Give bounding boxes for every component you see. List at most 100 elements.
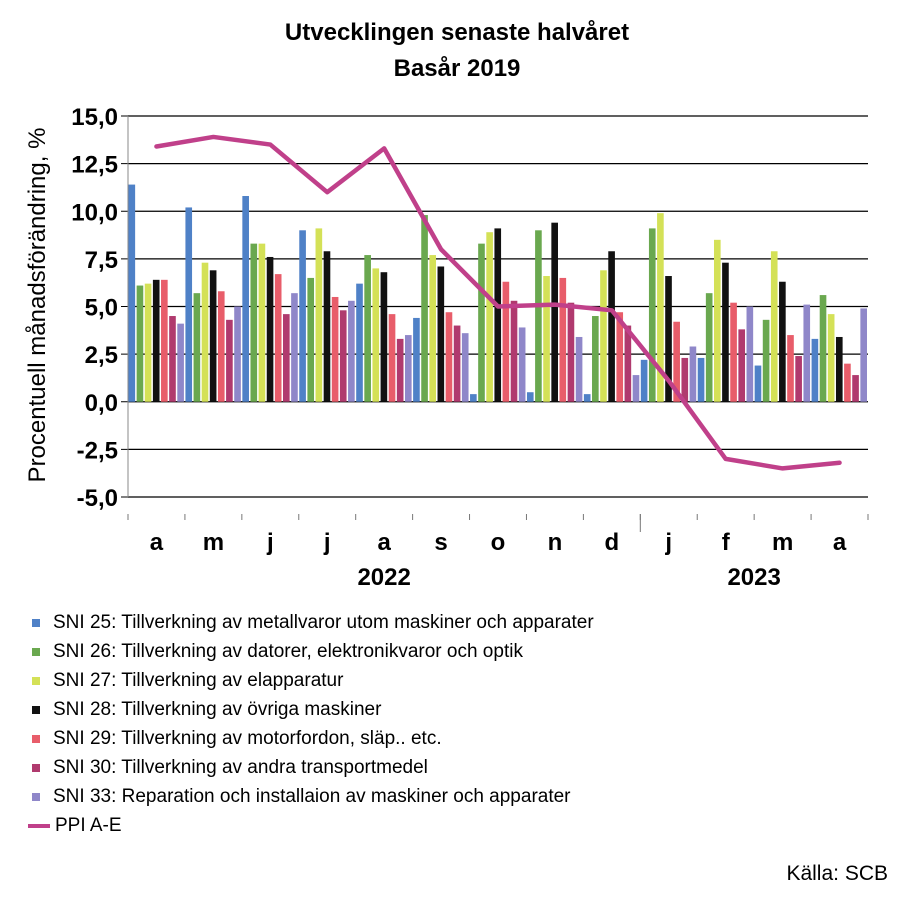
- bar: [315, 228, 323, 402]
- bar: [535, 230, 542, 402]
- bar: [348, 300, 355, 402]
- bar: [567, 302, 575, 402]
- legend-label: SNI 33: Reparation och installaion av ma…: [53, 785, 571, 807]
- legend-item: SNI 26: Tillverkning av datorer, elektro…: [28, 637, 594, 666]
- chart-subtitle: Basår 2019: [393, 55, 521, 82]
- bar: [600, 270, 607, 402]
- x-category-label: a: [377, 529, 391, 556]
- bar: [510, 300, 518, 402]
- bar: [795, 356, 802, 402]
- bar: [689, 346, 697, 402]
- bar: [860, 308, 867, 402]
- y-tick-label: 2,5: [85, 342, 118, 369]
- x-category-label: d: [605, 529, 620, 556]
- bar: [852, 375, 859, 402]
- bar: [201, 262, 209, 402]
- bar: [518, 327, 526, 402]
- bar: [396, 338, 404, 402]
- legend-swatch: [32, 618, 40, 627]
- y-tick-label: -5,0: [77, 485, 118, 512]
- legend-item: SNI 27: Tillverkning av elapparatur: [28, 666, 594, 695]
- x-category-label: m: [772, 529, 793, 556]
- bar: [380, 272, 388, 402]
- legend-swatch: [32, 676, 40, 685]
- legend-label: SNI 26: Tillverkning av datorer, elektro…: [53, 640, 523, 662]
- y-axis-label: Procentuell månadsförändring, %: [24, 128, 51, 483]
- x-category-label: o: [491, 529, 506, 556]
- bar: [592, 316, 599, 402]
- bar: [437, 266, 445, 402]
- bar: [193, 293, 201, 402]
- bar: [705, 293, 713, 402]
- bar: [453, 325, 461, 402]
- legend-label: SNI 30: Tillverkning av andra transportm…: [53, 756, 428, 778]
- bar: [234, 306, 241, 402]
- legend-item: PPI A-E: [28, 811, 594, 840]
- bar: [388, 314, 396, 402]
- y-tick-label: 15,0: [71, 104, 118, 131]
- bar: [470, 394, 477, 402]
- x-category-label: j: [664, 529, 672, 556]
- legend-swatch: [32, 792, 40, 801]
- bar: [339, 310, 347, 402]
- bar: [177, 323, 184, 402]
- y-tick-label: 5,0: [85, 295, 118, 322]
- bar: [161, 279, 168, 402]
- y-tick-label: 0,0: [85, 390, 118, 417]
- y-tick-label: -2,5: [77, 437, 118, 464]
- legend-item: SNI 29: Tillverkning av motorfordon, slä…: [28, 724, 594, 753]
- legend-label: SNI 27: Tillverkning av elapparatur: [53, 669, 344, 691]
- chart-area: 15,0 12,5 10,0 7,5 5,0 2,5 0,0 -2,5 -5,0 a m j j a s o n…: [24, 104, 869, 591]
- bar: [673, 321, 680, 402]
- x-category-label: j: [323, 529, 331, 556]
- bar: [307, 277, 315, 402]
- bar: [413, 317, 420, 402]
- y-tick-label: 12,5: [71, 152, 118, 179]
- bar: [404, 335, 412, 402]
- bar: [762, 319, 770, 402]
- bar: [266, 256, 274, 402]
- bar: [713, 239, 721, 402]
- legend-label: SNI 29: Tillverkning av motorfordon, slä…: [53, 727, 442, 749]
- legend-label: PPI A-E: [55, 814, 122, 836]
- legend-label: SNI 25: Tillverkning av metallvaror utom…: [53, 611, 594, 633]
- bar: [169, 316, 176, 402]
- bar: [502, 281, 510, 402]
- ppi-line-layer: [154, 134, 842, 471]
- bar: [770, 251, 778, 402]
- bar: [331, 296, 339, 402]
- bar: [185, 207, 193, 402]
- legend-item: SNI 30: Tillverkning av andra transportm…: [28, 753, 594, 782]
- legend: SNI 25: Tillverkning av metallvaror utom…: [28, 608, 594, 840]
- x-year-label: 2023: [727, 564, 780, 591]
- bar: [543, 276, 550, 402]
- bar: [242, 196, 249, 402]
- bar: [364, 255, 371, 402]
- bar: [478, 243, 485, 402]
- bar: [640, 359, 648, 402]
- legend-swatch: [32, 763, 40, 772]
- bar: [616, 312, 624, 402]
- x-category-label: a: [150, 529, 164, 556]
- y-tick-label: 7,5: [85, 247, 118, 274]
- x-category-label: m: [203, 529, 224, 556]
- bar: [429, 255, 437, 402]
- bar: [624, 325, 632, 402]
- bar: [494, 228, 502, 402]
- bar: [250, 243, 258, 402]
- legend-item: SNI 28: Tillverkning av övriga maskiner: [28, 695, 594, 724]
- bar: [657, 213, 664, 402]
- bar: [461, 333, 469, 402]
- x-category-label: s: [434, 529, 447, 556]
- bar: [144, 283, 152, 402]
- bar: [136, 285, 144, 402]
- bar: [746, 306, 754, 402]
- x-category-label: j: [266, 529, 274, 556]
- x-category-label: a: [833, 529, 847, 556]
- bar: [697, 357, 705, 402]
- legend-label: SNI 28: Tillverkning av övriga maskiner: [53, 698, 382, 720]
- bar: [258, 243, 266, 402]
- bar: [803, 304, 811, 402]
- legend-swatch: [32, 647, 40, 656]
- bar: [730, 302, 737, 402]
